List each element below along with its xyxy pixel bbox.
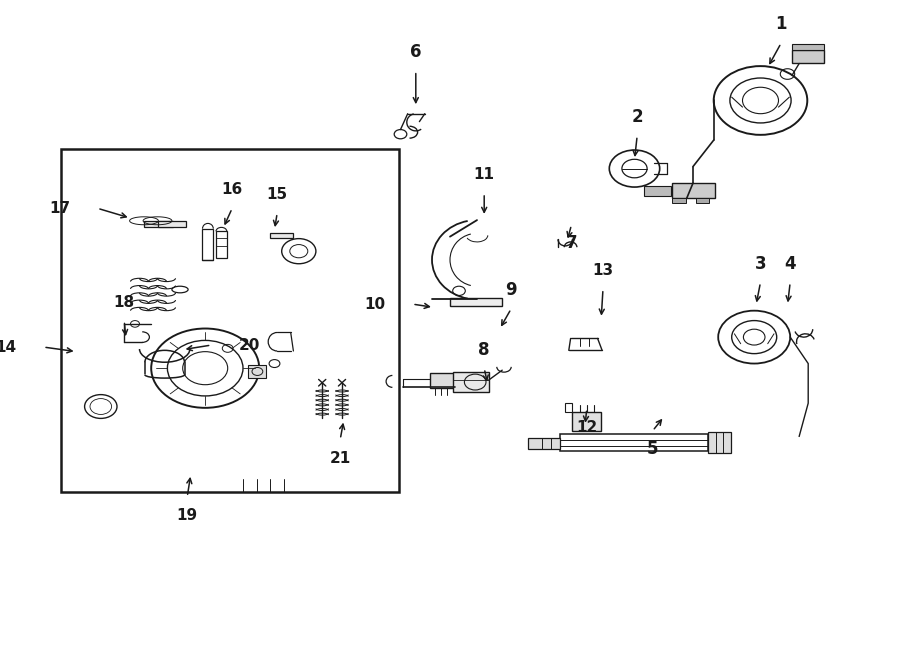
Text: 18: 18 (113, 295, 135, 309)
Bar (450, 298, 502, 306)
Text: 11: 11 (473, 167, 495, 182)
Bar (672, 198, 686, 203)
Text: 10: 10 (364, 297, 385, 311)
Text: 12: 12 (576, 420, 598, 434)
Bar (644, 186, 670, 196)
Bar (144, 221, 173, 227)
Bar (430, 373, 455, 388)
Bar (61, 149, 399, 492)
Bar (248, 365, 266, 378)
Text: 3: 3 (755, 254, 766, 273)
Bar (453, 372, 489, 392)
Text: 4: 4 (785, 254, 796, 273)
Text: 16: 16 (221, 182, 243, 197)
Text: 5: 5 (647, 440, 658, 459)
Text: 15: 15 (266, 187, 288, 202)
Bar (792, 50, 824, 63)
Text: 2: 2 (632, 108, 643, 126)
Text: 1: 1 (776, 15, 787, 34)
Bar (708, 432, 731, 453)
Text: 19: 19 (176, 508, 198, 523)
Bar (792, 44, 824, 50)
Bar (672, 183, 715, 198)
Bar (565, 403, 572, 412)
Bar (560, 434, 708, 451)
Text: 21: 21 (329, 451, 351, 465)
Text: 6: 6 (410, 43, 421, 61)
Bar (216, 231, 227, 258)
Text: 9: 9 (506, 281, 517, 299)
Text: 8: 8 (479, 340, 490, 359)
Bar (572, 412, 601, 431)
Text: 7: 7 (566, 234, 577, 253)
Bar (202, 229, 213, 260)
Text: 14: 14 (0, 340, 16, 354)
Bar (270, 233, 292, 238)
Bar (528, 438, 560, 449)
Text: 17: 17 (49, 201, 70, 215)
Text: 13: 13 (592, 263, 614, 278)
Bar (696, 198, 709, 203)
Bar (158, 221, 186, 227)
Text: 20: 20 (238, 338, 260, 352)
